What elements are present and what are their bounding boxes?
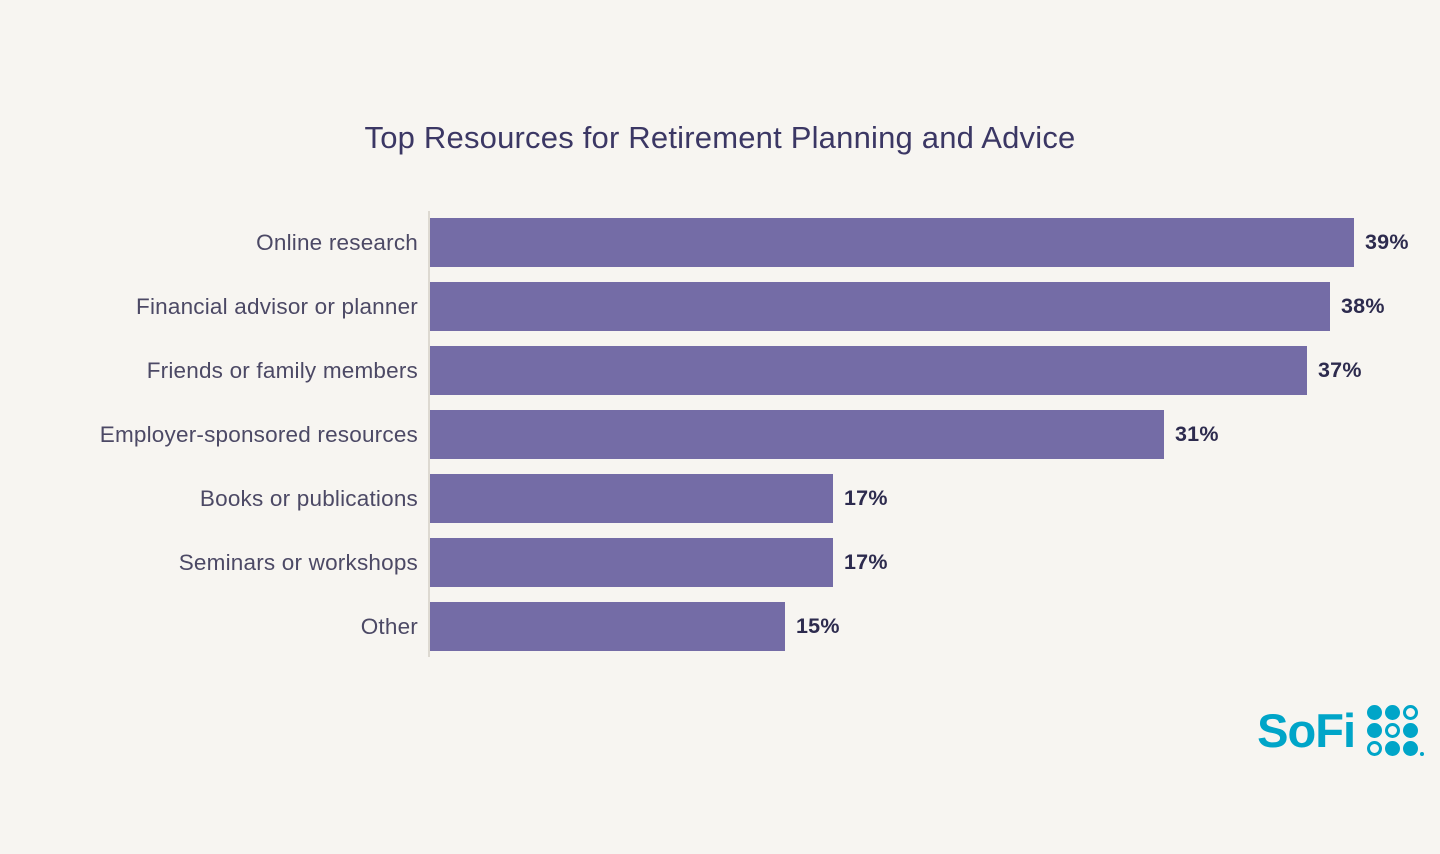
chart-row: Online research 39% [0, 218, 1440, 267]
y-axis-line [428, 211, 430, 657]
bar-value-label: 38% [1341, 294, 1385, 318]
bar-track: 15% [418, 602, 1440, 651]
bar-chart: Online research 39% Financial advisor or p… [0, 211, 1440, 666]
chart-row: Friends or family members 37% [0, 346, 1440, 395]
bar-track: 17% [418, 474, 1440, 523]
sofi-logo: SoFi [1257, 703, 1424, 758]
filled-dot [1367, 723, 1382, 738]
bar-value-label: 37% [1318, 358, 1362, 382]
chart-row: Other 15% [0, 602, 1440, 651]
sofi-wordmark: SoFi [1257, 704, 1356, 757]
bar [430, 282, 1330, 331]
hollow-dot [1367, 741, 1382, 756]
bar-track: 17% [418, 538, 1440, 587]
category-label: Financial advisor or planner [136, 293, 418, 319]
filled-dot [1367, 705, 1382, 720]
category-label: Online research [256, 229, 418, 255]
trademark-dot [1420, 752, 1424, 756]
category-label: Seminars or workshops [178, 549, 418, 575]
bar-value-label: 17% [844, 486, 888, 510]
chart-row: Books or publications 17% [0, 474, 1440, 523]
bar [430, 218, 1354, 267]
hollow-dot [1403, 705, 1418, 720]
bar-track: 38% [418, 282, 1440, 331]
bar-value-label: 17% [844, 550, 888, 574]
bar-value-label: 31% [1175, 422, 1219, 446]
sofi-dots-icon [1367, 705, 1424, 756]
bar [430, 410, 1164, 459]
chart-row: Employer-sponsored resources 31% [0, 410, 1440, 459]
filled-dot [1403, 741, 1418, 756]
bar-value-label: 39% [1365, 230, 1409, 254]
bar-value-label: 15% [796, 614, 840, 638]
category-label: Friends or family members [146, 357, 418, 383]
bar [430, 538, 833, 587]
bar-track: 37% [418, 346, 1440, 395]
bar-track: 31% [418, 410, 1440, 459]
filled-dot [1403, 723, 1418, 738]
chart-row: Seminars or workshops 17% [0, 538, 1440, 587]
filled-dot [1385, 705, 1400, 720]
filled-dot [1385, 741, 1400, 756]
category-label: Employer-sponsored resources [99, 421, 418, 447]
bar [430, 602, 785, 651]
bar [430, 474, 833, 523]
chart-title: Top Resources for Retirement Planning an… [364, 120, 1076, 155]
category-label: Other [360, 613, 418, 639]
chart-row: Financial advisor or planner 38% [0, 282, 1440, 331]
bar-track: 39% [418, 218, 1440, 267]
bar-rows: Online research 39% Financial advisor or p… [0, 218, 1440, 651]
category-label: Books or publications [199, 485, 418, 511]
hollow-dot [1385, 723, 1400, 738]
bar [430, 346, 1307, 395]
